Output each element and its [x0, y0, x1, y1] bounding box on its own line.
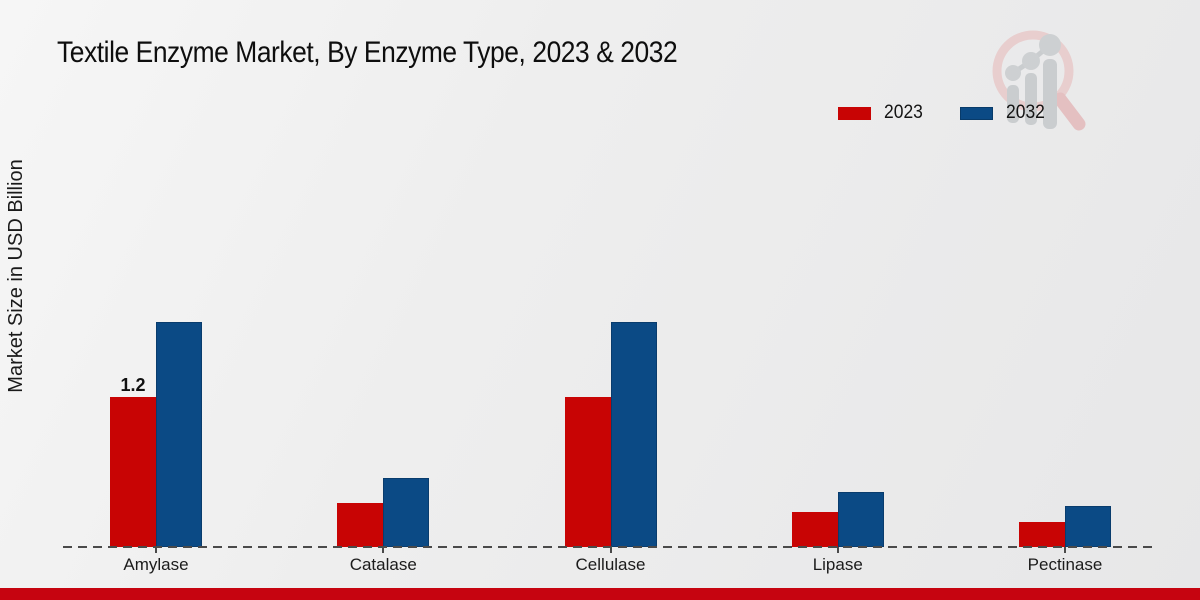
- bar-2023-amylase: [110, 397, 156, 547]
- bar-2023-pectinase: [1019, 522, 1065, 547]
- x-axis-tick-cellulase: [609, 547, 612, 553]
- bar-2023-cellulase: [564, 397, 611, 547]
- legend: 2023 2032: [838, 102, 1049, 124]
- legend-swatch-2032: [960, 106, 994, 120]
- category-label-cellulase: Cellulase: [575, 555, 646, 574]
- legend-swatch-2023: [838, 106, 871, 120]
- bar-2032-lipase: [837, 492, 884, 547]
- legend-label: 2023: [884, 102, 923, 123]
- magnifier-bar-chart-logo-icon: [992, 30, 1086, 131]
- category-label-pectinase: Pectinase: [1027, 555, 1103, 574]
- bar-2023-catalase: [337, 503, 384, 547]
- category-label-lipase: Lipase: [812, 555, 863, 574]
- footer-accent-bar: [0, 588, 1200, 600]
- x-axis-tick-lipase: [836, 547, 839, 553]
- bar-2032-amylase: [156, 322, 202, 547]
- chart-title: Textile Enzyme Market, By Enzyme Type, 2…: [57, 36, 678, 69]
- x-axis-tick-amylase: [155, 547, 157, 553]
- bar-2032-pectinase: [1065, 506, 1111, 547]
- legend-item-2023: 2023: [838, 102, 926, 124]
- bar-2032-cellulase: [610, 322, 657, 547]
- bar-2023-lipase: [791, 512, 838, 547]
- legend-item-2032: 2032: [960, 102, 1048, 124]
- x-axis-tick-pectinase: [1064, 547, 1066, 553]
- legend-label: 2032: [1006, 102, 1046, 123]
- data-label-2023-amylase: 1.2: [120, 375, 146, 395]
- category-label-catalase: Catalase: [349, 555, 417, 574]
- x-axis-tick-catalase: [382, 547, 385, 553]
- bar-2032-catalase: [383, 478, 430, 547]
- category-label-amylase: Amylase: [123, 555, 189, 574]
